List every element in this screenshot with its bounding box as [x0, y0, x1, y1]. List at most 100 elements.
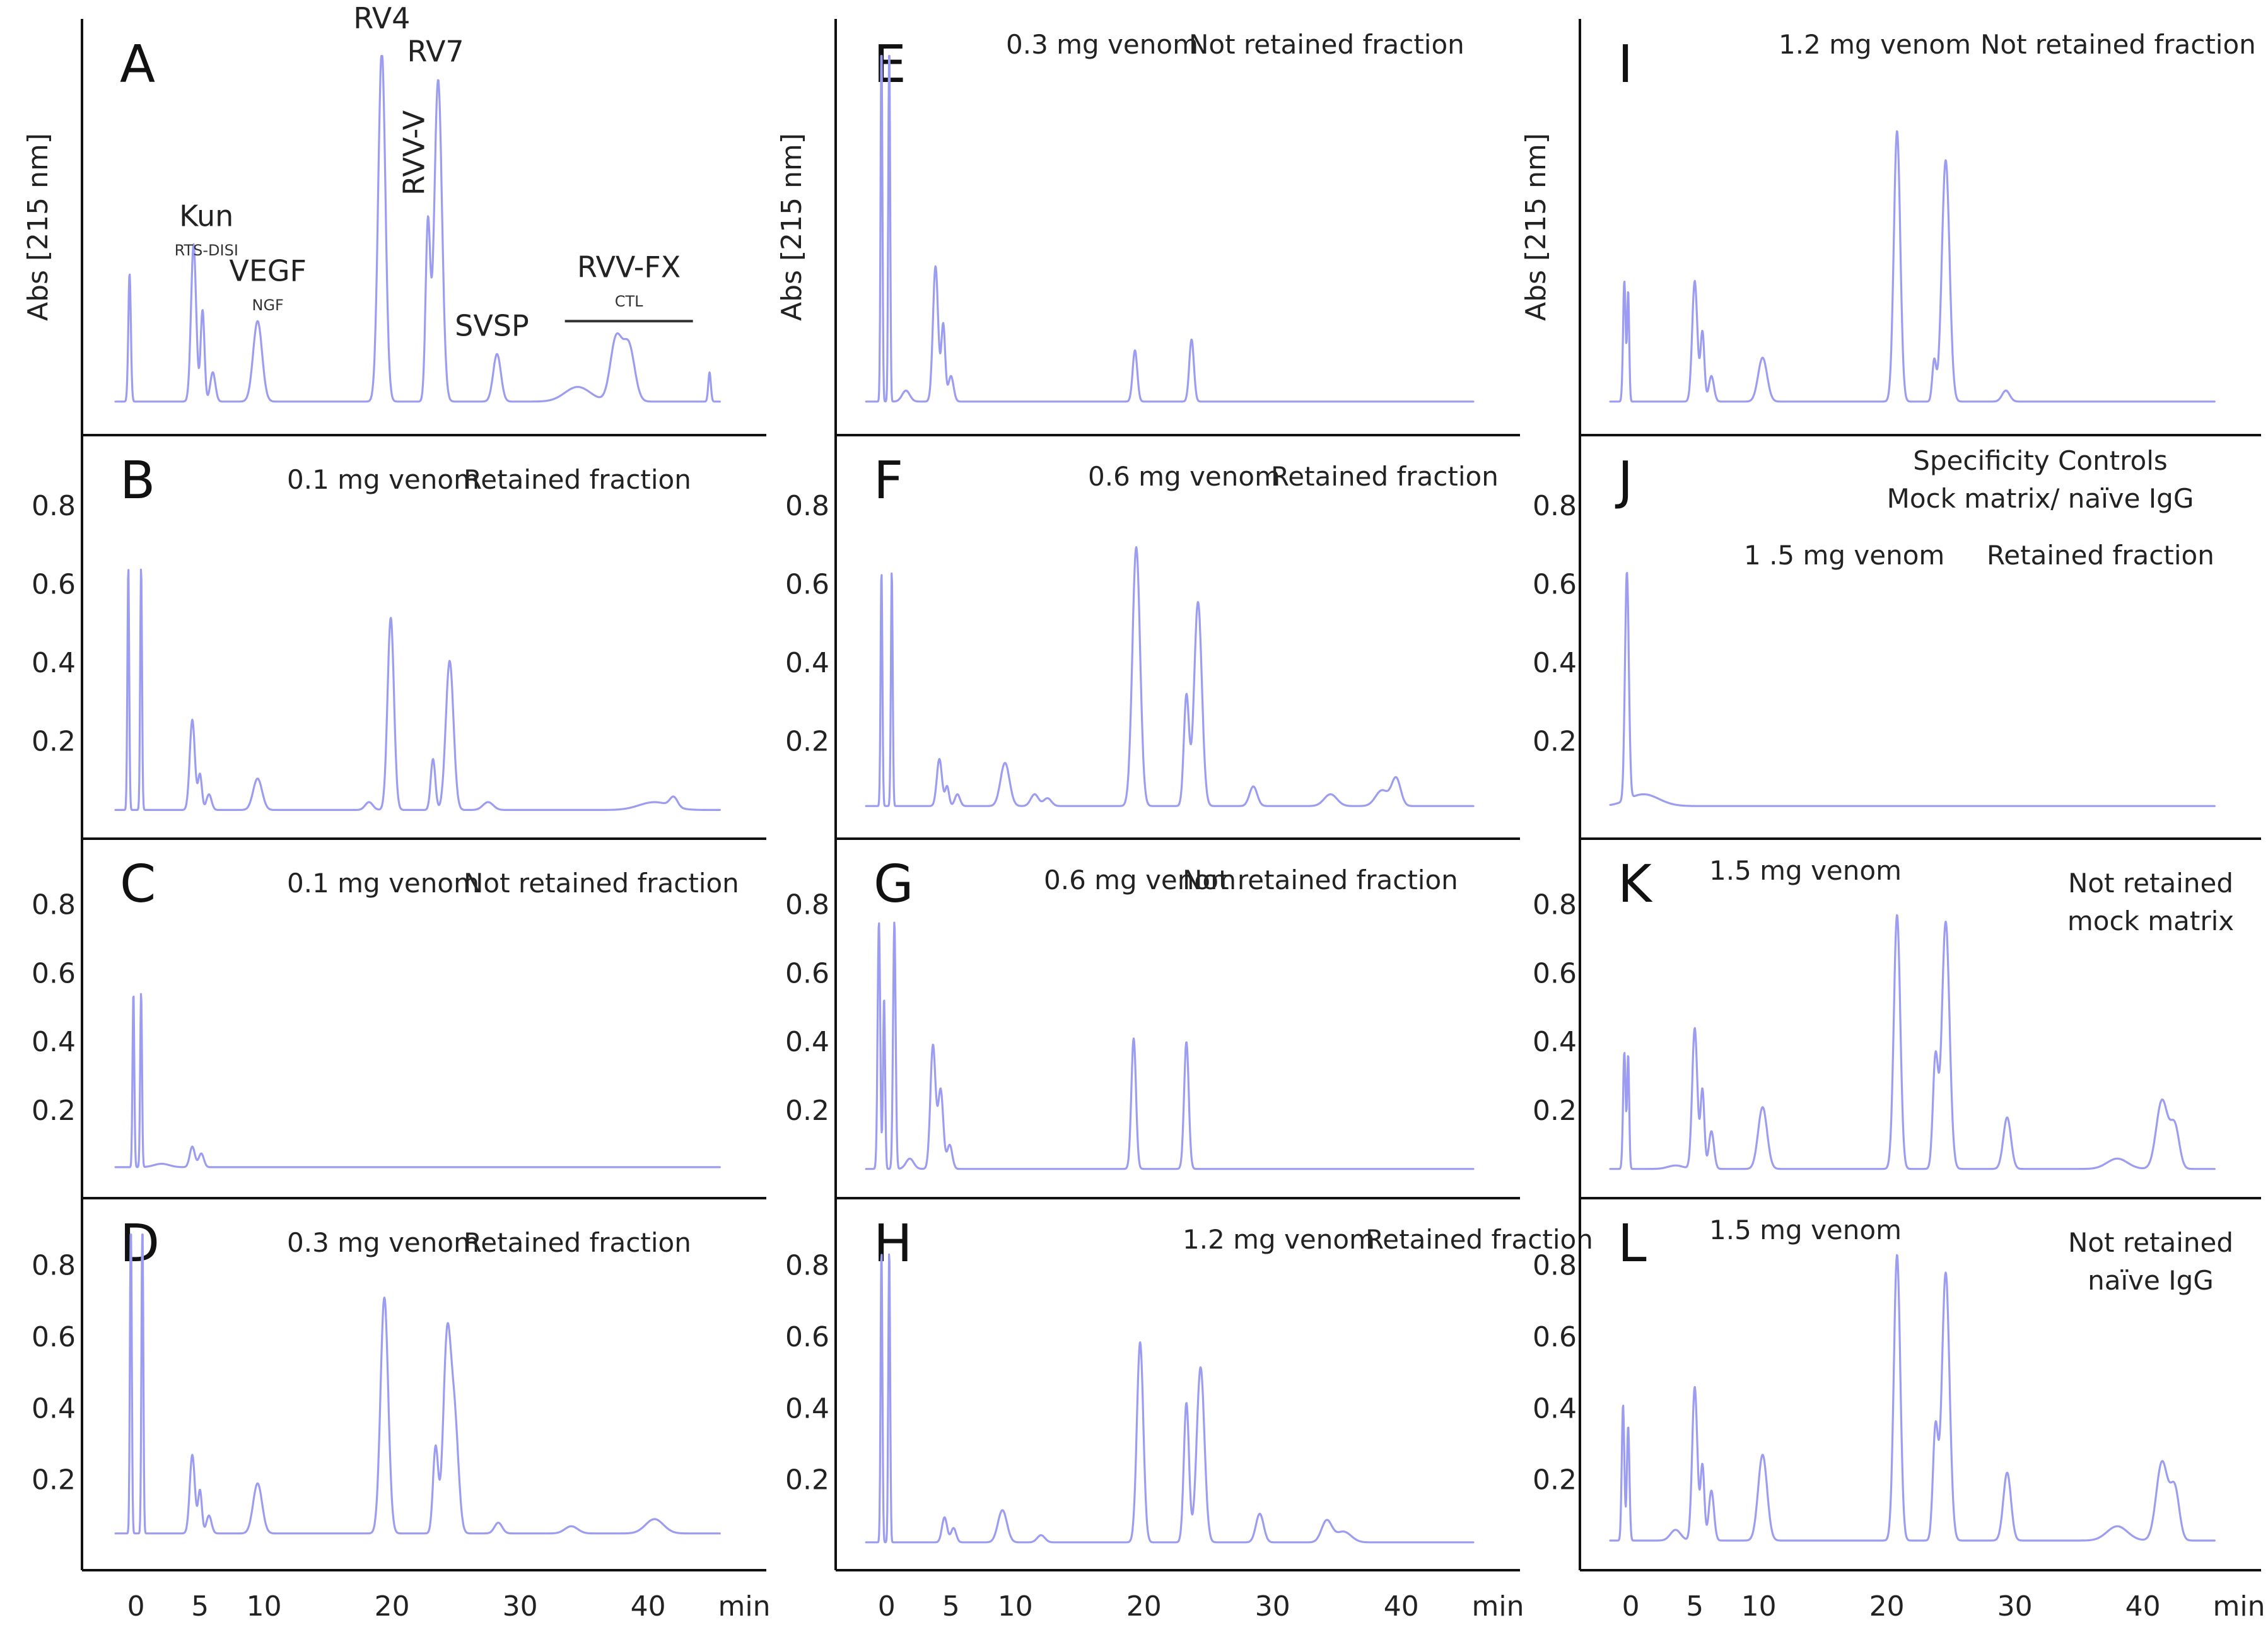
peak-label: RV7 [407, 34, 464, 68]
y-tick-label: 0.2 [785, 1095, 829, 1127]
panel-label: L [1618, 1214, 1647, 1274]
panel-label: I [1618, 35, 1633, 95]
x-tick-label: 0 [127, 1590, 145, 1623]
caption-amount: 0.6 mg venom [1088, 461, 1280, 492]
chromatogram-trace [1609, 914, 2216, 1170]
y-tick-label: 0.4 [785, 1392, 829, 1425]
caption-amount: 0.6 mg venom [1044, 865, 1236, 895]
caption-fraction: Retained fraction [464, 464, 691, 495]
chromatogram-trace [114, 568, 721, 811]
x-tick-label: 40 [2125, 1590, 2161, 1623]
panel-label: J [1615, 451, 1633, 511]
panel-label: A [120, 35, 155, 95]
y-tick-label: 0.6 [785, 569, 829, 601]
y-axis-label: Abs [215 nm] [1520, 133, 1552, 321]
axes-column-2: 0 5 10 20 30 40 min [834, 19, 1524, 1623]
caption-amount: 0.3 mg venom [1006, 29, 1198, 60]
panel-l: 0.2 0.4 0.6 0.8 L 1.5 mg venom Not retained naï… [1533, 1214, 2233, 1542]
y-tick-label: 0.6 [785, 1321, 829, 1353]
specificity-header: Specificity Controls [1913, 445, 2168, 476]
y-tick-label: 0.8 [32, 1250, 76, 1282]
panel-label: H [874, 1214, 913, 1274]
y-tick-label: 0.2 [785, 726, 829, 758]
x-tick-label: 30 [503, 1590, 538, 1623]
caption-fraction: Not retained fraction [1183, 865, 1458, 895]
y-tick-label: 0.6 [785, 957, 829, 989]
caption-fraction: Retained fraction [464, 1227, 691, 1258]
y-tick-label: 0.8 [1533, 889, 1577, 921]
panel-label: D [120, 1214, 160, 1274]
x-tick-label: 5 [942, 1590, 960, 1623]
y-tick-label: 0.2 [32, 726, 76, 758]
x-axis-unit: min [1472, 1590, 1524, 1623]
peak-label: VEGF [229, 254, 307, 288]
x-tick-label: 20 [1126, 1590, 1162, 1623]
x-tick-label: 20 [375, 1590, 410, 1623]
y-axis-label: Abs [215 nm] [22, 133, 54, 321]
peak-label: RTS-DISI [175, 242, 238, 259]
x-tick-label: 5 [1686, 1590, 1704, 1623]
y-tick-label: 0.2 [32, 1464, 76, 1496]
x-axis-unit: min [2213, 1590, 2265, 1623]
caption-amount: 1 .5 mg venom [1744, 540, 1944, 571]
chromatogram-trace [114, 1233, 721, 1535]
caption-matrix: mock matrix [2067, 906, 2234, 936]
x-tick-label: 20 [1869, 1590, 1905, 1623]
y-tick-label: 0.6 [1533, 569, 1577, 601]
specificity-subheader: Mock matrix/ naïve IgG [1887, 483, 2194, 514]
caption-fraction: Not retained fraction [1980, 29, 2256, 60]
caption-fraction: Not retained fraction [464, 868, 739, 899]
peak-label: RV4 [353, 1, 410, 35]
x-tick-label: 40 [631, 1590, 666, 1623]
x-tick-label: 30 [1997, 1590, 2033, 1623]
caption-amount: 0.1 mg venom [287, 464, 479, 495]
peak-label: NGF [252, 296, 284, 314]
chromatogram-trace [865, 1253, 1475, 1544]
panel-label: K [1618, 854, 1653, 914]
peak-label: RVV-FX [577, 250, 681, 284]
y-tick-label: 0.8 [785, 1250, 829, 1282]
x-tick-label: 0 [1622, 1590, 1640, 1623]
caption-fraction: Not retained [2068, 868, 2233, 899]
y-tick-label: 0.2 [1533, 1464, 1577, 1496]
chromatogram-trace [114, 55, 721, 403]
y-tick-label: 0.6 [32, 1321, 76, 1353]
peak-label: Kun [179, 199, 233, 233]
y-tick-label: 0.6 [1533, 1321, 1577, 1353]
panel-i: Abs [215 nm] I 1.2 mg venom Not retained fr… [1520, 29, 2256, 403]
x-axis-unit: min [718, 1590, 771, 1623]
x-tick-label: 0 [878, 1590, 896, 1623]
y-tick-label: 0.8 [785, 490, 829, 522]
x-tick-label: 5 [191, 1590, 209, 1623]
caption-fraction: Retained fraction [1271, 461, 1499, 492]
y-tick-label: 0.8 [32, 490, 76, 522]
caption-amount: 0.3 mg venom [287, 1227, 479, 1258]
y-tick-label: 0.2 [32, 1095, 76, 1127]
caption-amount: 1.2 mg venom [1183, 1224, 1375, 1255]
panel-label: C [120, 854, 156, 914]
caption-amount: 0.1 mg venom [287, 868, 479, 899]
y-tick-label: 0.4 [1533, 647, 1577, 679]
y-tick-label: 0.8 [1533, 1250, 1577, 1282]
panel-label: B [120, 451, 155, 511]
chromatogram-trace [1609, 572, 2216, 807]
axes-column-1: 0 5 10 20 30 40 min [81, 19, 771, 1623]
y-tick-label: 0.6 [32, 957, 76, 989]
chromatogram-trace [1609, 1254, 2216, 1542]
caption-amount: 1.2 mg venom [1779, 29, 1971, 60]
y-tick-label: 0.6 [1533, 957, 1577, 989]
y-axis-label: Abs [215 nm] [776, 133, 808, 321]
chromatogram-trace [114, 993, 721, 1169]
caption-amount: 1.5 mg venom [1709, 855, 1902, 886]
y-tick-label: 0.6 [32, 569, 76, 601]
y-tick-label: 0.8 [32, 889, 76, 921]
y-tick-label: 0.4 [32, 1392, 76, 1425]
peak-label: RVV-V [397, 110, 431, 195]
x-tick-label: 10 [998, 1590, 1033, 1623]
axes-column-3: 0 5 10 20 30 40 min [1579, 19, 2265, 1623]
